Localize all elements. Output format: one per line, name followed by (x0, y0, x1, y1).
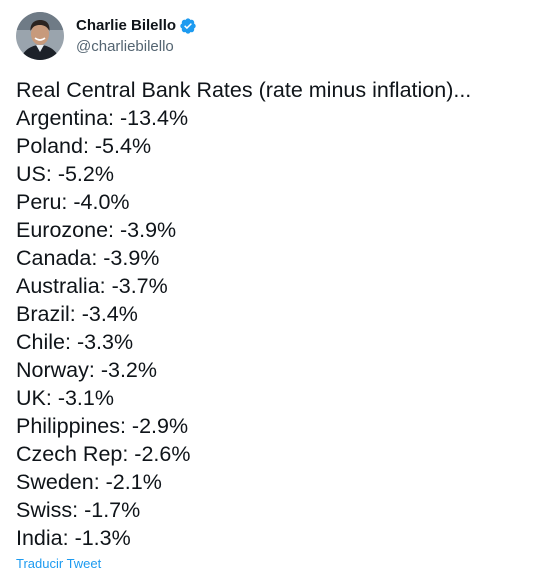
tweet-text: Real Central Bank Rates (rate minus infl… (16, 76, 531, 552)
rate-line: Czech Rep: -2.6% (16, 442, 191, 466)
rate-line: Chile: -3.3% (16, 330, 134, 354)
rate-line: Eurozone: -3.9% (16, 218, 177, 242)
verified-badge-icon (180, 17, 196, 34)
name-row: Charlie Bilello (76, 15, 197, 36)
rate-line: Argentina: -13.4% (16, 106, 189, 130)
translate-tweet-link[interactable]: Traducir Tweet (16, 556, 102, 571)
author-display-name[interactable]: Charlie Bilello (76, 17, 177, 34)
rate-line: Sweden: -2.1% (16, 470, 162, 494)
rate-line: Brazil: -3.4% (16, 302, 138, 326)
tweet-header: Charlie Bilello @charliebilello (16, 12, 197, 60)
rate-line: Swiss: -1.7% (16, 498, 141, 522)
author-handle[interactable]: @charliebilello (76, 38, 174, 55)
rate-line: UK: -3.1% (16, 386, 114, 410)
avatar[interactable] (16, 12, 64, 60)
rate-line: Norway: -3.2% (16, 358, 157, 382)
rate-line: Canada: -3.9% (16, 246, 160, 270)
rate-line: Poland: -5.4% (16, 134, 152, 158)
tweet-title-line: Real Central Bank Rates (rate minus infl… (16, 78, 472, 102)
rate-line: US: -5.2% (16, 162, 114, 186)
rate-line: India: -1.3% (16, 526, 131, 550)
rate-line: Australia: -3.7% (16, 274, 168, 298)
author-names: Charlie Bilello @charliebilello (76, 15, 197, 57)
rate-line: Peru: -4.0% (16, 190, 130, 214)
rate-line: Philippines: -2.9% (16, 414, 189, 438)
